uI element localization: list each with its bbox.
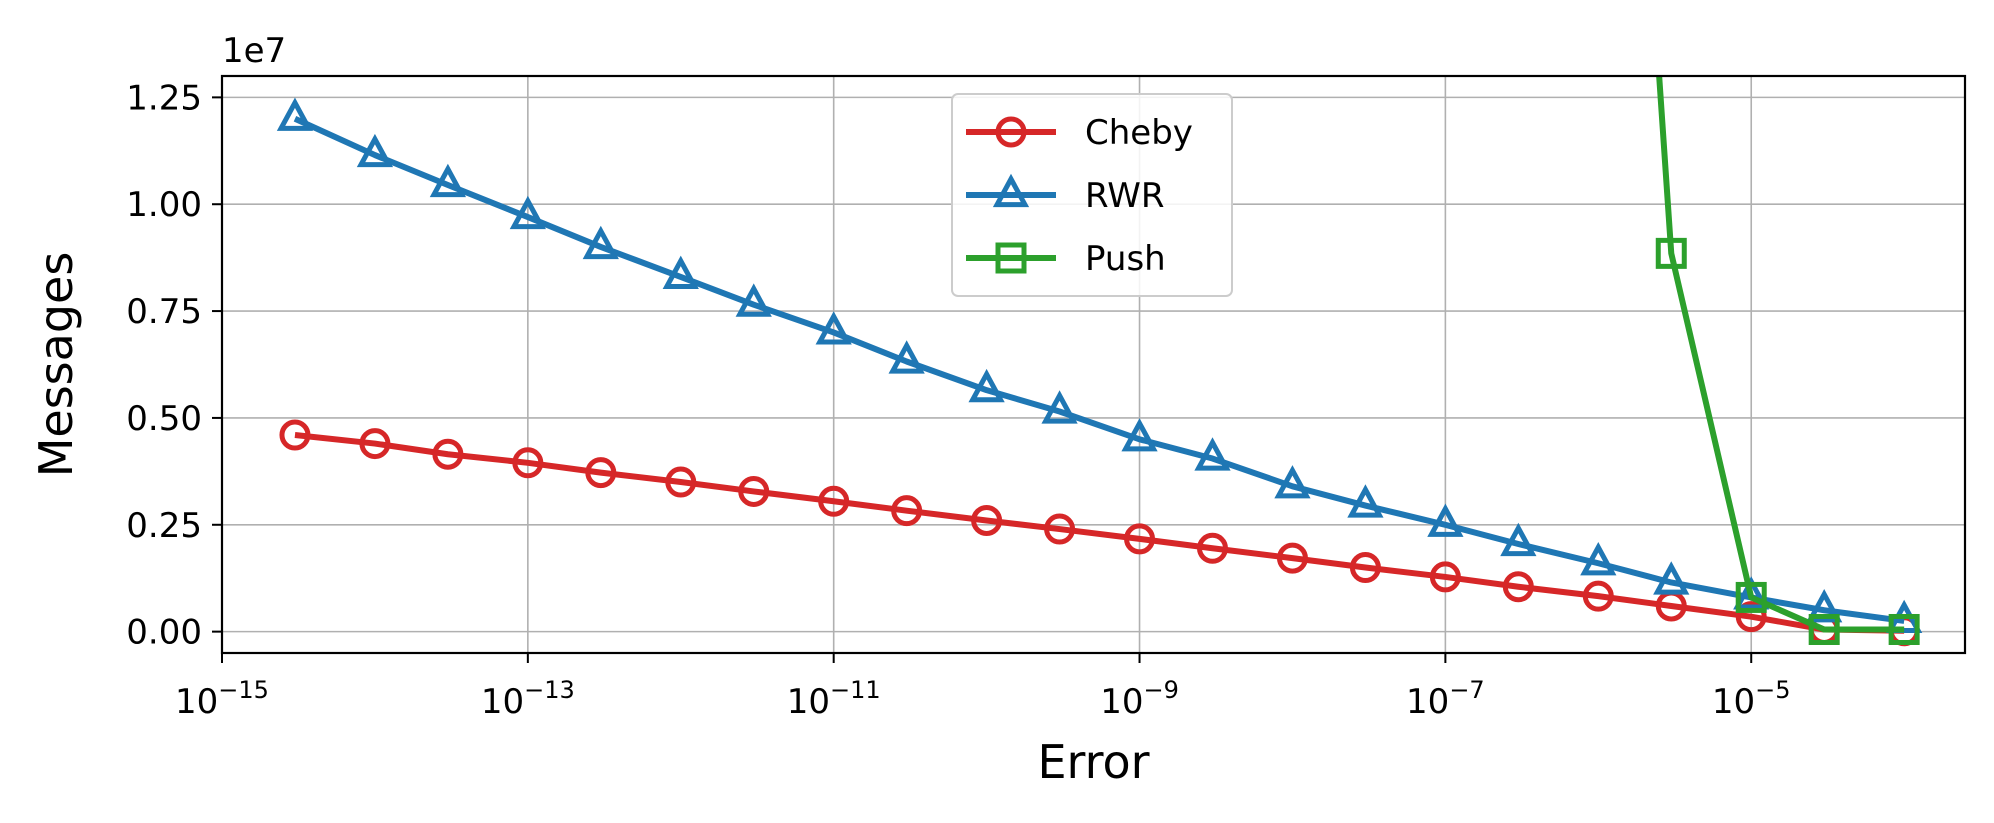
grid-lines [221, 76, 1965, 653]
legend-label: RWR [1085, 176, 1165, 216]
y-axis-label: Messages [29, 252, 83, 478]
triangle-marker [1427, 503, 1464, 537]
legend-label: Push [1085, 239, 1166, 279]
y-tick-label: 1.00 [126, 185, 202, 225]
circle-marker [585, 457, 617, 489]
circle-marker [1349, 552, 1381, 584]
triangle-marker [888, 340, 925, 374]
circle-marker [665, 466, 697, 498]
circle-marker [738, 475, 770, 507]
circle-marker [1124, 523, 1156, 555]
legend: Cheby RWR Push [951, 93, 1233, 297]
y-axis-ticks: 0.00 0.25 0.50 0.75 1.00 1.25 [126, 78, 222, 653]
triangle-marker [1347, 484, 1384, 518]
triangle-marker [1194, 437, 1231, 471]
y-tick-label: 0.75 [126, 292, 202, 332]
plot-series [276, 76, 1923, 647]
y-tick-label: 0.25 [126, 506, 202, 546]
series-line [293, 116, 1905, 624]
y-tick-label: 0.00 [126, 613, 202, 653]
series-rwr [276, 97, 1923, 634]
x-axis-ticks: 10−15 10−13 10−11 10−9 10−7 10−5 [175, 653, 1791, 722]
plot-frame [220, 74, 1967, 655]
triangle-marker [1041, 390, 1078, 424]
square-marker [1735, 581, 1767, 613]
x-axis-label: Error [1037, 735, 1149, 789]
circle-marker [1502, 571, 1534, 603]
circle-marker [279, 419, 311, 451]
legend-item: Cheby [966, 113, 1193, 153]
triangle-marker [662, 255, 699, 289]
triangle-marker [735, 283, 772, 317]
y-tick-label: 0.50 [126, 399, 202, 439]
series-push [1655, 76, 1920, 645]
triangle-marker [1733, 576, 1770, 610]
circle-marker [1196, 532, 1228, 564]
triangle-marker [276, 97, 314, 131]
circle-marker [891, 495, 923, 527]
circle-marker [1735, 601, 1767, 633]
triangle-marker [1653, 561, 1690, 595]
series-line [1656, 76, 1905, 633]
triangle-marker [429, 163, 467, 198]
legend-item: RWR [966, 173, 1165, 216]
circle-marker [971, 505, 1003, 537]
triangle-marker [509, 195, 546, 230]
x-tick-label: 10−9 [1100, 676, 1179, 722]
triangle-marker [992, 173, 1030, 208]
x-tick-label: 10−5 [1712, 676, 1791, 722]
x-tick-label: 10−7 [1406, 676, 1485, 722]
triangle-marker [1580, 542, 1617, 576]
circle-marker [512, 447, 544, 479]
circle-marker [432, 438, 464, 470]
circle-marker [1582, 580, 1614, 612]
triangle-marker [968, 368, 1005, 403]
square-marker [995, 242, 1027, 274]
series-line [294, 432, 1905, 634]
square-marker [1888, 613, 1920, 645]
circle-marker [1429, 561, 1461, 593]
triangle-marker [1500, 522, 1537, 557]
triangle-marker [1274, 465, 1311, 499]
x-tick-label: 10−13 [481, 676, 575, 722]
square-marker [1655, 237, 1687, 269]
x-tick-label: 10−15 [175, 676, 269, 722]
legend-label: Cheby [1085, 113, 1193, 153]
square-marker [1808, 613, 1840, 645]
triangle-marker [582, 225, 619, 260]
x-tick-label: 10−11 [787, 676, 881, 722]
circle-marker [359, 428, 391, 460]
circle-marker [818, 485, 850, 517]
triangle-marker [356, 133, 394, 168]
circle-marker [995, 116, 1027, 148]
y-axis-multiplier: 1e7 [222, 31, 286, 71]
triangle-marker [1806, 589, 1843, 623]
y-tick-label: 1.25 [126, 78, 202, 118]
triangle-marker [815, 311, 852, 345]
circle-marker [1276, 542, 1308, 574]
circle-marker [1044, 513, 1076, 545]
triangle-marker [1121, 418, 1158, 452]
legend-item: Push [966, 239, 1166, 279]
